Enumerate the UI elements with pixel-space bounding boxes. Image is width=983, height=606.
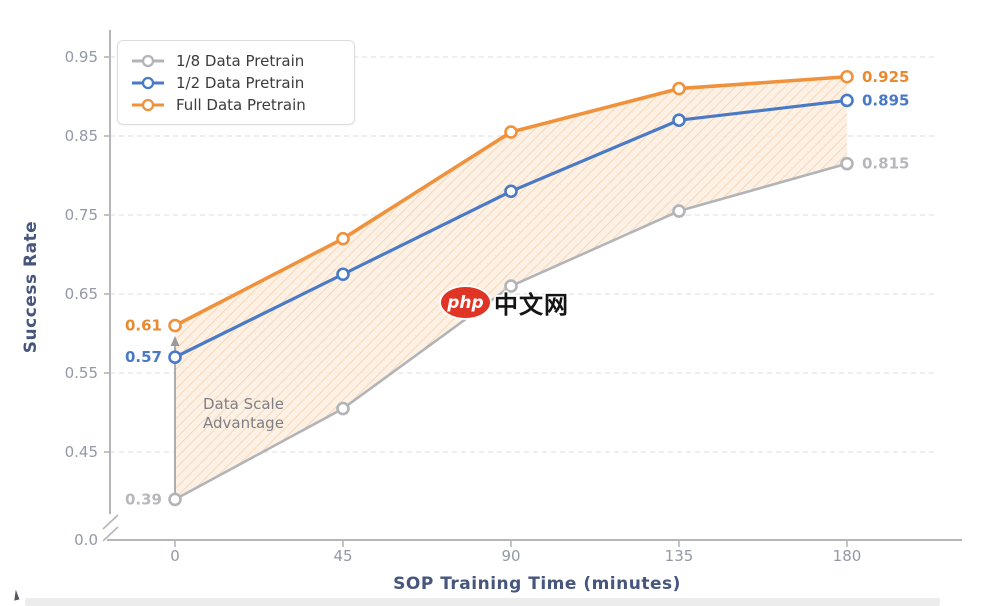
legend-circle-sample bbox=[141, 98, 155, 112]
series-marker-1-0 bbox=[168, 350, 182, 365]
series-marker-2-0 bbox=[168, 318, 182, 333]
end-value-label-0: 0.815 bbox=[862, 155, 909, 173]
legend-label: 1/8 Data Pretrain bbox=[176, 52, 305, 70]
legend-item-1: 1/2 Data Pretrain bbox=[130, 72, 342, 94]
y-tick-label-origin: 0.0 bbox=[74, 531, 98, 549]
series-marker-0-0 bbox=[168, 492, 182, 507]
legend: 1/8 Data Pretrain 1/2 Data Pretrain Full D… bbox=[117, 40, 355, 125]
advantage-annotation-line: Advantage bbox=[203, 414, 284, 432]
advantage-annotation-line: Data Scale bbox=[203, 395, 284, 413]
series-marker-1-135 bbox=[672, 113, 686, 127]
series-marker-0-180 bbox=[840, 156, 854, 171]
axes bbox=[102, 30, 962, 547]
legend-marker-icon bbox=[132, 76, 164, 90]
legend-circle-sample bbox=[141, 54, 155, 68]
x-tick-label-45: 45 bbox=[333, 547, 352, 565]
y-tick-label-0.65: 0.65 bbox=[65, 285, 98, 303]
series-marker-0-135 bbox=[672, 204, 686, 218]
data-scale-advantage-fill bbox=[175, 76, 847, 500]
y-tick-label-0.45: 0.45 bbox=[65, 443, 98, 461]
legend-marker-icon bbox=[132, 54, 164, 68]
y-tick-label-0.95: 0.95 bbox=[65, 48, 98, 66]
y-axis-title: Success Rate bbox=[21, 221, 41, 353]
y-tick-label-0.55: 0.55 bbox=[65, 364, 98, 382]
series-marker-1-90 bbox=[504, 184, 518, 199]
axis-break-slash-2 bbox=[102, 526, 119, 542]
tick-labels: 0.95 0.85 0.75 0.65 0.55 0.45 0.0 0 45 90 135 180 bbox=[65, 48, 862, 565]
series-marker-0-45 bbox=[336, 401, 350, 416]
series-marker-2-90 bbox=[504, 125, 518, 139]
x-tick-label-90: 90 bbox=[501, 547, 520, 565]
start-value-label-2: 0.61 bbox=[125, 317, 162, 335]
legend-label: Full Data Pretrain bbox=[176, 96, 306, 114]
bottom-edge-strip bbox=[25, 598, 940, 606]
legend-marker-icon bbox=[132, 98, 164, 112]
fill-between-region bbox=[175, 76, 847, 500]
legend-circle-sample bbox=[141, 76, 155, 90]
watermark-site-text: 中文网 bbox=[494, 291, 569, 319]
series-marker-2-180 bbox=[840, 69, 854, 84]
php-logo-badge: php bbox=[441, 287, 490, 318]
x-tick-label-135: 135 bbox=[665, 547, 694, 565]
legend-item-0: 1/8 Data Pretrain bbox=[130, 50, 342, 72]
watermark: php 中文网 bbox=[441, 285, 569, 320]
series-marker-1-180 bbox=[840, 93, 854, 108]
start-value-label-1: 0.57 bbox=[125, 348, 162, 366]
advantage-arrow-head bbox=[170, 336, 180, 346]
x-axis-title: SOP Training Time (minutes) bbox=[393, 574, 681, 594]
end-value-label-2: 0.925 bbox=[862, 68, 909, 86]
x-tick-label-0: 0 bbox=[170, 547, 180, 565]
series-marker-2-135 bbox=[672, 81, 686, 96]
series-marker-2-45 bbox=[336, 231, 350, 246]
series-marker-1-45 bbox=[336, 267, 350, 282]
axis-break-slash-1 bbox=[102, 514, 119, 530]
x-tick-label-180: 180 bbox=[833, 547, 862, 565]
start-value-label-0: 0.39 bbox=[125, 490, 162, 508]
series-marker-0-90 bbox=[504, 279, 518, 293]
y-tick-label-0.85: 0.85 bbox=[65, 127, 98, 145]
data-series: 0.39 0.815 0.57 0.895 0.61 0.925 bbox=[125, 68, 909, 509]
end-value-label-1: 0.895 bbox=[862, 91, 909, 109]
legend-item-2: Full Data Pretrain bbox=[130, 94, 342, 116]
legend-label: 1/2 Data Pretrain bbox=[176, 74, 305, 92]
y-tick-label-0.75: 0.75 bbox=[65, 206, 98, 224]
